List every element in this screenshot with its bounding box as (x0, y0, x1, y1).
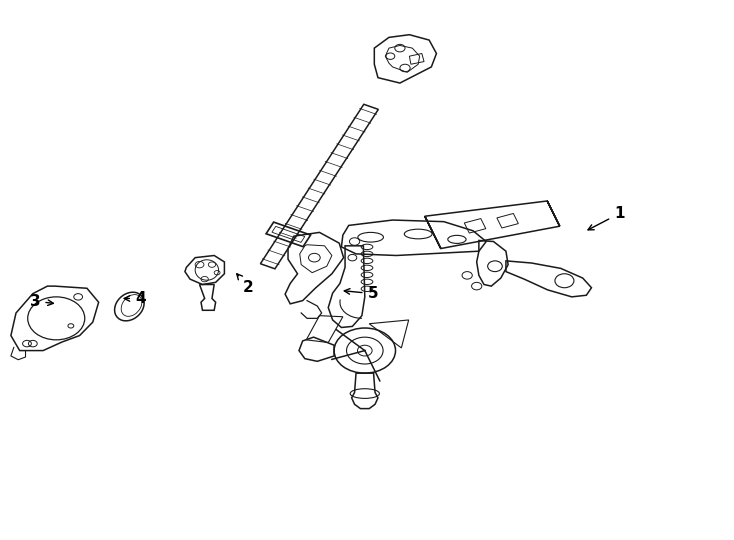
Text: 2: 2 (237, 274, 254, 295)
Text: 4: 4 (124, 291, 145, 306)
Text: 3: 3 (29, 294, 54, 309)
Text: 5: 5 (344, 286, 378, 301)
Text: 1: 1 (588, 206, 625, 230)
